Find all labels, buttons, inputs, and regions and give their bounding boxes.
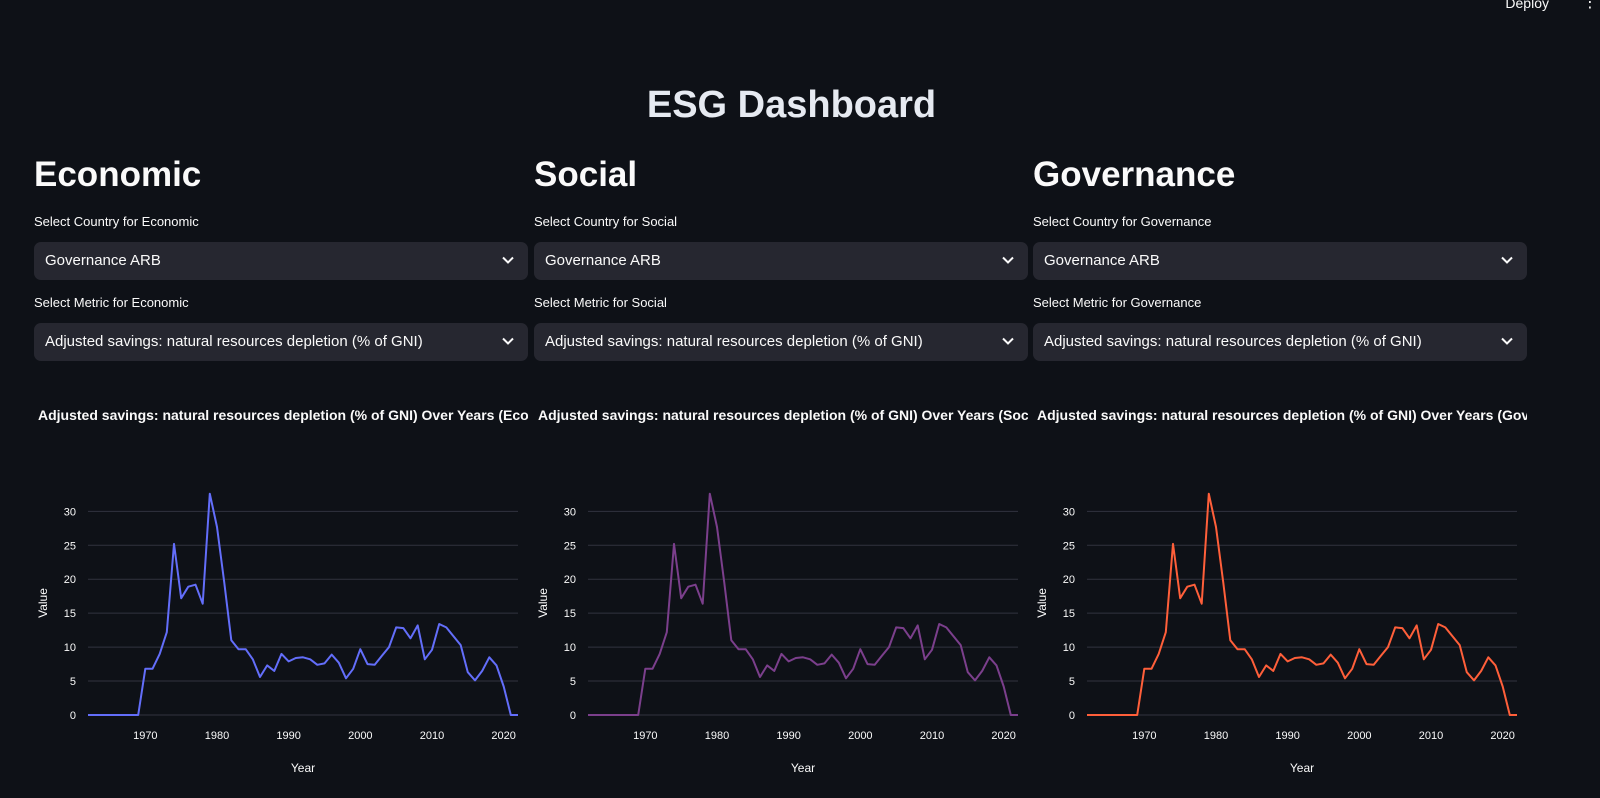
- y-tick-label: 20: [64, 574, 76, 586]
- metric-select-label: Select Metric for Economic: [34, 295, 189, 310]
- chevron-down-icon: [502, 337, 514, 345]
- line-chart-svg[interactable]: 0 5 10 15 20 25 30 1970 1980 1990 2000 2010 2020 Year…: [34, 405, 528, 798]
- y-tick-label: 30: [64, 506, 76, 518]
- y-tick-label: 30: [564, 506, 576, 518]
- x-axis-title: Year: [791, 761, 815, 775]
- metric-select-label: Select Metric for Governance: [1033, 295, 1202, 310]
- section-heading: Economic: [34, 155, 202, 194]
- y-tick-label: 5: [1069, 676, 1075, 688]
- chevron-down-icon: [1501, 337, 1513, 345]
- line-chart-svg[interactable]: 0 5 10 15 20 25 30 1970 1980 1990 2000 2010 2020 Year…: [534, 405, 1028, 798]
- y-tick-label: 25: [1063, 540, 1075, 552]
- chevron-down-icon: [502, 256, 514, 264]
- y-tick-label: 20: [564, 574, 576, 586]
- y-tick-label: 10: [1063, 642, 1075, 654]
- page-title: ESG Dashboard: [646, 84, 937, 126]
- vertical-ellipsis-icon[interactable]: ⋮: [1582, 0, 1598, 11]
- country-select-label: Select Country for Economic: [34, 214, 199, 229]
- section-heading: Social: [534, 155, 638, 194]
- metric-select[interactable]: Adjusted savings: natural resources depl…: [34, 323, 528, 361]
- metric-select-value: Adjusted savings: natural resources depl…: [545, 333, 923, 350]
- metric-select[interactable]: Adjusted savings: natural resources depl…: [1033, 323, 1527, 361]
- social-column: Social Select Country for Social Governa…: [534, 150, 1028, 361]
- chart-title: Adjusted savings: natural resources depl…: [38, 407, 528, 423]
- y-axis-title: Value: [536, 588, 550, 618]
- metric-select-value: Adjusted savings: natural resources depl…: [1044, 333, 1422, 350]
- x-tick-label: 2000: [848, 730, 872, 742]
- series-line: [88, 492, 518, 716]
- chevron-down-icon: [1002, 256, 1014, 264]
- y-tick-label: 15: [64, 608, 76, 620]
- metric-select-label: Select Metric for Social: [534, 295, 667, 310]
- x-axis-title: Year: [1290, 761, 1314, 775]
- x-tick-label: 1990: [776, 730, 800, 742]
- chart-title: Adjusted savings: natural resources depl…: [538, 407, 1028, 423]
- x-tick-label: 2000: [1347, 730, 1371, 742]
- y-tick-label: 15: [564, 608, 576, 620]
- deploy-button[interactable]: Deploy: [1499, 0, 1555, 12]
- x-tick-label: 2010: [1419, 730, 1443, 742]
- x-tick-label: 2020: [491, 730, 515, 742]
- chevron-down-icon: [1501, 256, 1513, 264]
- y-tick-label: 5: [570, 676, 576, 688]
- y-axis-title: Value: [36, 588, 50, 618]
- x-tick-label: 2010: [920, 730, 944, 742]
- x-tick-label: 1990: [276, 730, 300, 742]
- y-tick-label: 5: [70, 676, 76, 688]
- x-tick-label: 1970: [133, 730, 157, 742]
- country-select-label: Select Country for Social: [534, 214, 678, 229]
- economic-column: Economic Select Country for Economic Gov…: [34, 150, 528, 361]
- country-select[interactable]: Governance ARB: [1033, 242, 1527, 280]
- y-tick-label: 10: [564, 642, 576, 654]
- y-tick-label: 25: [64, 540, 76, 552]
- y-tick-label: 0: [1069, 710, 1075, 722]
- country-select[interactable]: Governance ARB: [34, 242, 528, 280]
- x-tick-label: 1980: [1204, 730, 1228, 742]
- country-select-value: Governance ARB: [45, 252, 161, 269]
- metric-select-value: Adjusted savings: natural resources depl…: [45, 333, 423, 350]
- app-toolbar: Deploy ⋮: [1400, 0, 1600, 24]
- y-axis-title: Value: [1035, 588, 1049, 618]
- economic-chart[interactable]: Adjusted savings: natural resources depl…: [34, 405, 528, 798]
- series-line: [1087, 492, 1517, 716]
- line-chart-svg[interactable]: 0 5 10 15 20 25 30 1970 1980 1990 2000 2010 2020 Year…: [1033, 405, 1527, 798]
- x-tick-label: 2020: [991, 730, 1015, 742]
- x-tick-label: 1970: [1132, 730, 1156, 742]
- country-select-label: Select Country for Governance: [1033, 214, 1212, 229]
- x-tick-label: 1970: [633, 730, 657, 742]
- governance-chart[interactable]: Adjusted savings: natural resources depl…: [1033, 405, 1527, 798]
- chart-title: Adjusted savings: natural resources depl…: [1037, 407, 1527, 423]
- series-line: [588, 492, 1018, 716]
- country-select[interactable]: Governance ARB: [534, 242, 1028, 280]
- chevron-down-icon: [1002, 337, 1014, 345]
- metric-select[interactable]: Adjusted savings: natural resources depl…: [534, 323, 1028, 361]
- y-tick-label: 20: [1063, 574, 1075, 586]
- y-tick-label: 0: [570, 710, 576, 722]
- x-tick-label: 2010: [420, 730, 444, 742]
- x-tick-label: 2000: [348, 730, 372, 742]
- x-tick-label: 1990: [1275, 730, 1299, 742]
- x-tick-label: 1980: [705, 730, 729, 742]
- social-chart[interactable]: Adjusted savings: natural resources depl…: [534, 405, 1028, 798]
- governance-column: Governance Select Country for Governance…: [1033, 150, 1527, 361]
- y-tick-label: 30: [1063, 506, 1075, 518]
- country-select-value: Governance ARB: [545, 252, 661, 269]
- x-tick-label: 2020: [1490, 730, 1514, 742]
- y-tick-label: 10: [64, 642, 76, 654]
- section-heading: Governance: [1033, 155, 1236, 194]
- country-select-value: Governance ARB: [1044, 252, 1160, 269]
- x-tick-label: 1980: [205, 730, 229, 742]
- y-tick-label: 0: [70, 710, 76, 722]
- y-tick-label: 25: [564, 540, 576, 552]
- x-axis-title: Year: [291, 761, 315, 775]
- y-tick-label: 15: [1063, 608, 1075, 620]
